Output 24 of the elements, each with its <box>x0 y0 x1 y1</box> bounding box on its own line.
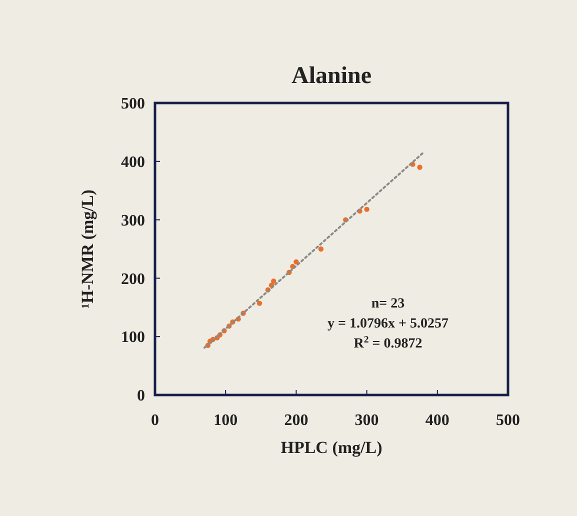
annotation: y = 1.0796x + 5.0257 <box>327 316 448 332</box>
point <box>417 164 422 170</box>
point <box>256 300 262 306</box>
y-axis-title: ¹H-NMR (mg/L) <box>78 190 97 308</box>
y-tick-label: 500 <box>121 96 145 113</box>
x-tick-label: 200 <box>284 412 308 429</box>
x-axis-title: HPLC (mg/L) <box>280 438 382 457</box>
x-tick-label: 0 <box>151 412 159 429</box>
y-tick-label: 0 <box>137 388 145 405</box>
y-tick-label: 100 <box>121 329 145 346</box>
x-tick-label: 300 <box>354 412 379 429</box>
x-tick-label: 500 <box>496 412 520 429</box>
y-tick-label: 200 <box>121 270 145 288</box>
chart-title: Alanine <box>291 63 372 89</box>
annotation: R$^{2}$ = 0.9872 <box>354 334 422 352</box>
annotation: n= 23 <box>371 296 405 312</box>
y-tick-label: 400 <box>121 154 145 171</box>
point <box>364 206 370 212</box>
point <box>271 278 276 284</box>
point <box>318 246 324 252</box>
y-tick-label: 300 <box>121 212 145 230</box>
x-tick-label: 400 <box>425 412 450 429</box>
point <box>294 259 299 264</box>
x-tick-label: 100 <box>214 412 238 429</box>
